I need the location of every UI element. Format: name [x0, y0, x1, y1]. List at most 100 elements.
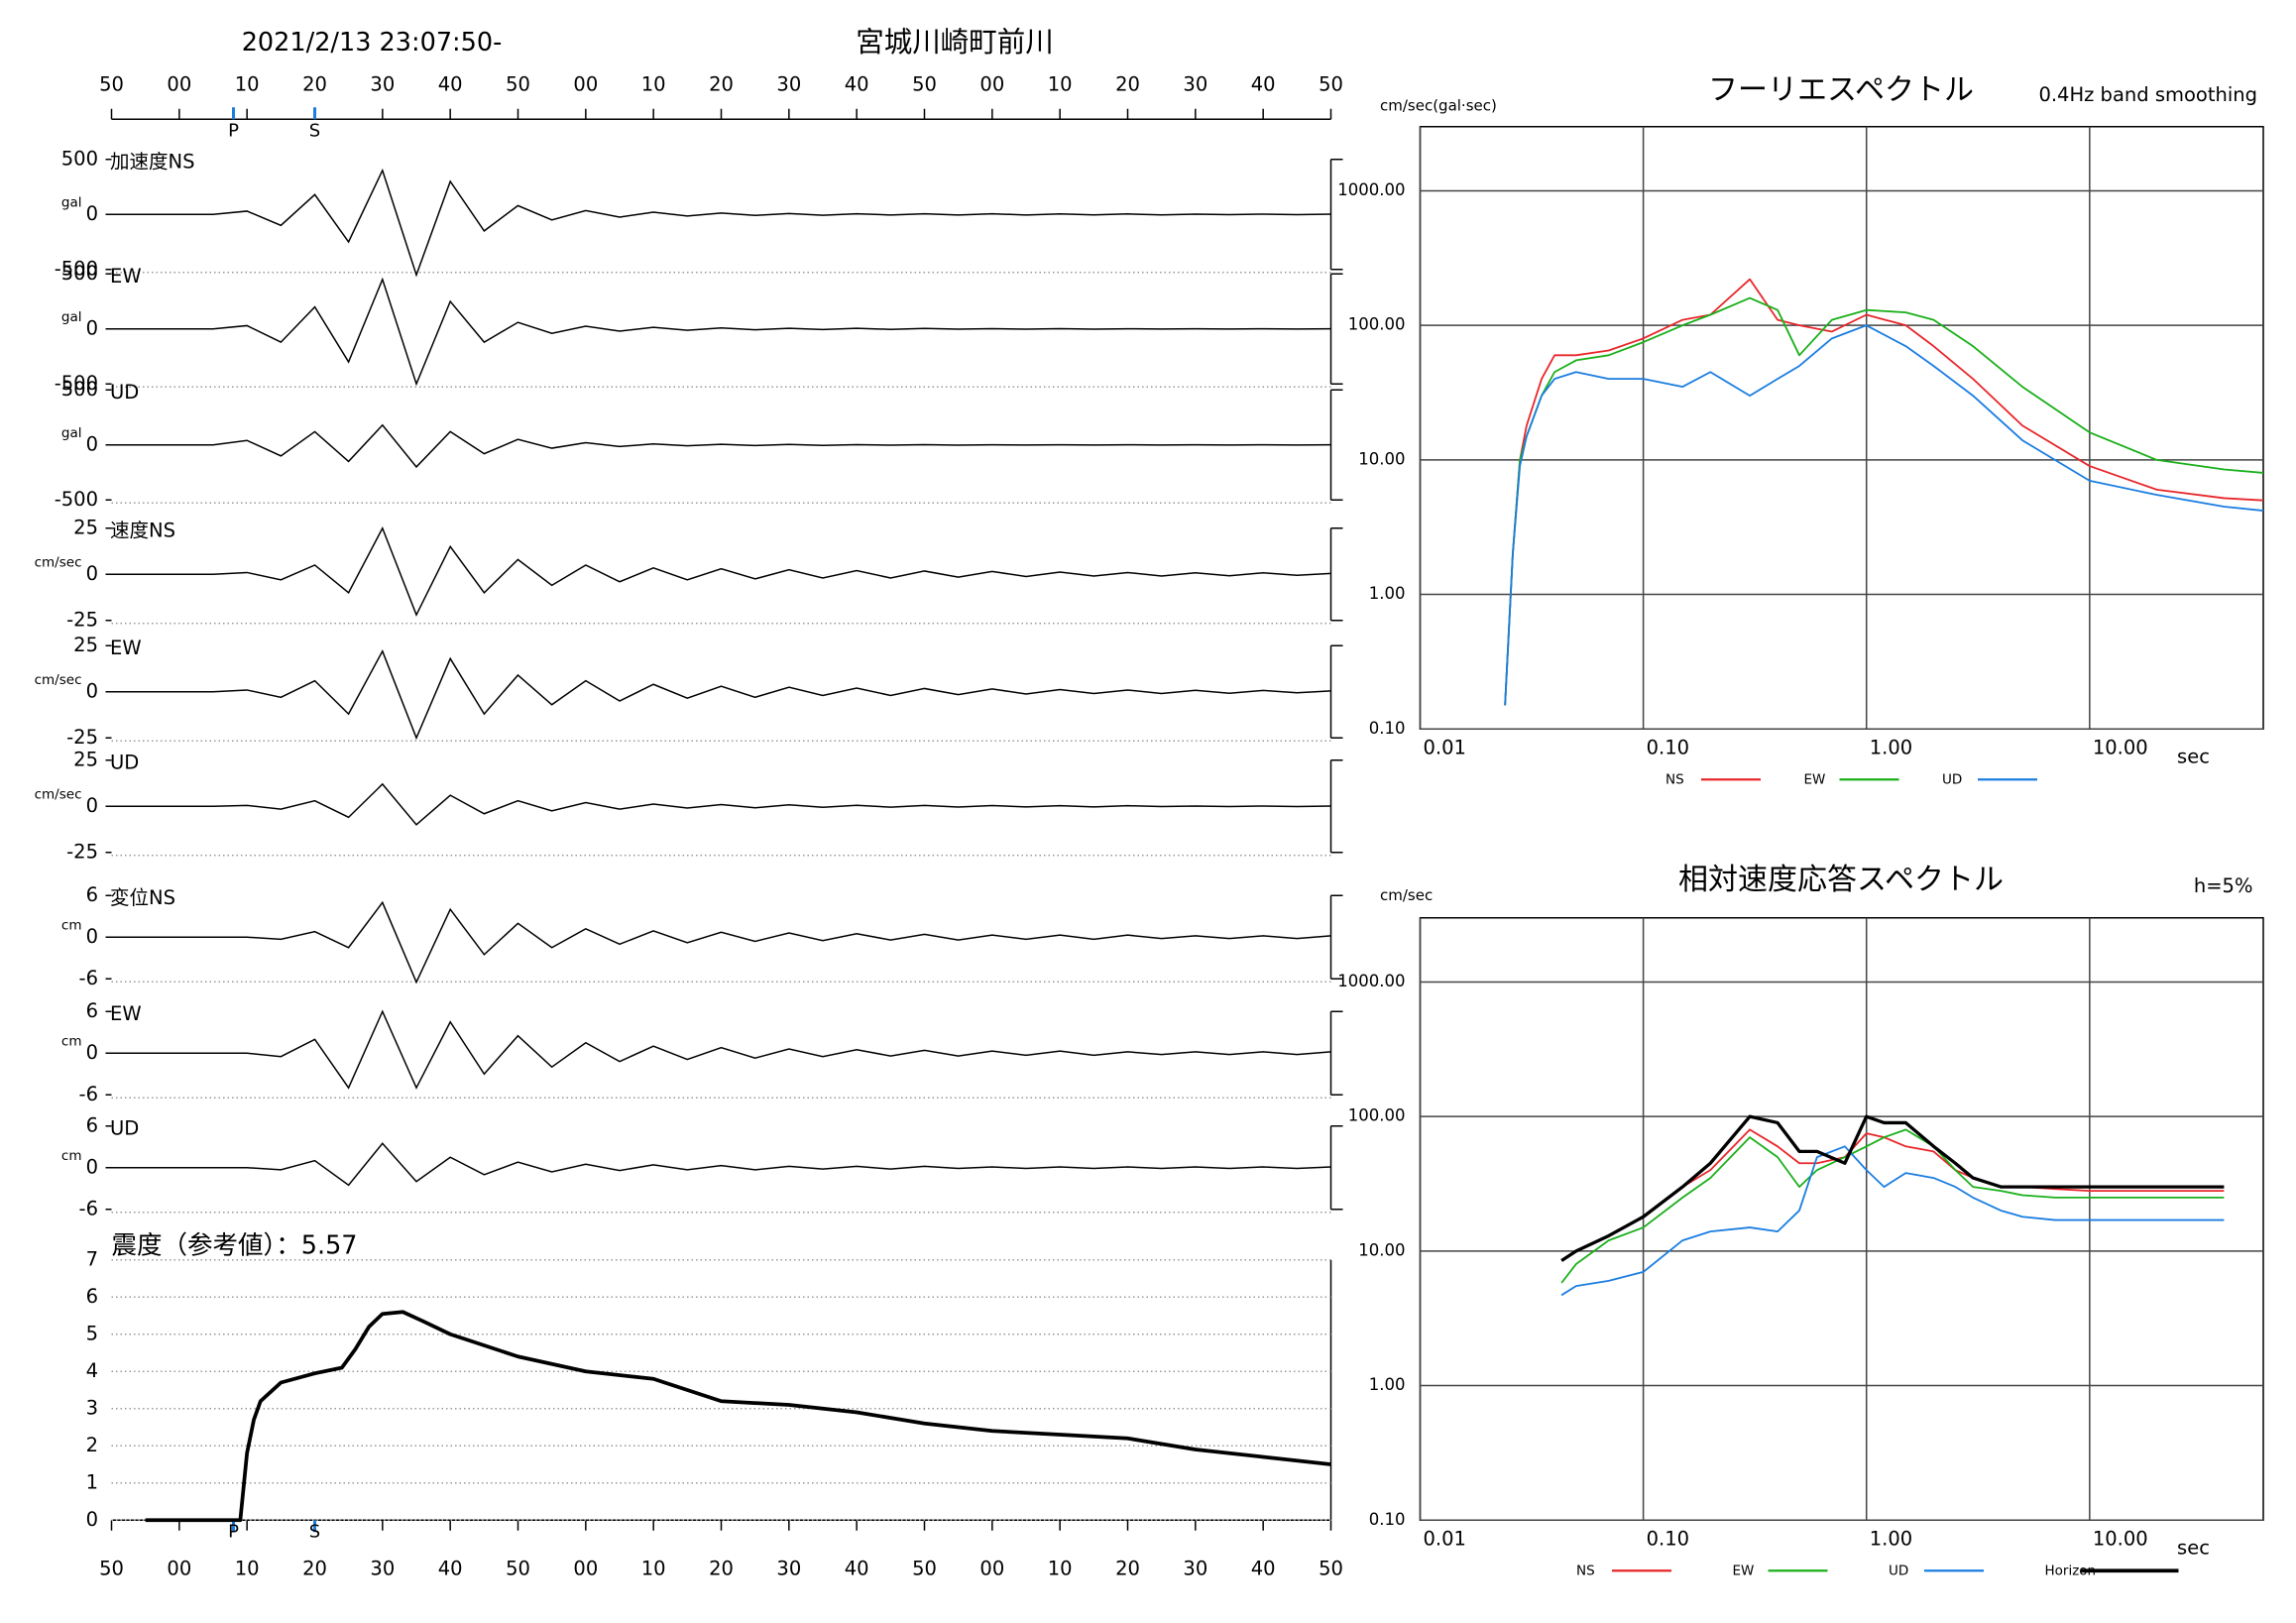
x-tick-label: 10.00 — [2093, 1527, 2148, 1550]
waveform — [111, 649, 1331, 741]
trace-unit: cm/sec — [35, 554, 82, 570]
x-tick-label: 10 — [1048, 1557, 1073, 1579]
trace-name: 速度NS — [110, 519, 175, 541]
y-tick-label: 3 — [86, 1396, 98, 1419]
legend-label: NS — [1576, 1563, 1595, 1578]
waveform — [111, 423, 1331, 469]
trace-name: EW — [110, 1002, 142, 1025]
x-tick-label: 30 — [1183, 1557, 1207, 1579]
x-tick-label: 1.00 — [1870, 736, 1912, 758]
y-tick-label: -25 — [66, 726, 98, 749]
x-tick-label: 20 — [1115, 1557, 1140, 1579]
y-tick-label: 6 — [86, 1285, 98, 1308]
x-tick-label: 50 — [912, 1557, 937, 1579]
y-tick-label: 25 — [73, 748, 98, 770]
x-tick-label: 00 — [573, 1557, 598, 1579]
trace-name: 変位NS — [110, 886, 175, 909]
x-tick-label: 20 — [709, 72, 734, 95]
y-tick-label: -6 — [79, 967, 98, 989]
x-tick-label: 20 — [302, 72, 327, 95]
x-tick-label: 00 — [573, 72, 598, 95]
legend-label: UD — [1942, 771, 1962, 787]
y-tick-label: 6 — [86, 883, 98, 906]
trace-unit: gal — [61, 194, 82, 210]
y-tick-label: 0.10 — [1369, 1510, 1406, 1529]
series-line — [1560, 1114, 2225, 1262]
response-subtitle: h=5% — [2194, 874, 2253, 897]
legend-label: EW — [1733, 1563, 1755, 1578]
trace-unit: cm/sec — [35, 672, 82, 688]
series-line — [1560, 1145, 2225, 1297]
x-tick-label: 10 — [235, 1557, 260, 1579]
x-tick-label: 0.10 — [1647, 1527, 1689, 1550]
series-line — [1504, 324, 2264, 706]
phase-label: S — [309, 120, 320, 141]
record-time: 2021/2/13 23:07:50- — [242, 28, 503, 58]
x-tick-label: 30 — [776, 72, 801, 95]
trace-name: UD — [110, 751, 139, 773]
fourier-subtitle: 0.4Hz band smoothing — [2038, 83, 2257, 106]
y-tick-label: -6 — [79, 1197, 98, 1219]
y-tick-label: 4 — [86, 1359, 98, 1382]
y-tick-label: 1 — [86, 1470, 98, 1493]
waveform — [111, 525, 1331, 618]
response-title: 相対速度応答スペクトル — [1678, 863, 2004, 897]
series-line — [145, 1310, 1331, 1523]
trace-unit: cm — [61, 917, 82, 933]
y-tick-label: 1.00 — [1369, 584, 1406, 603]
y-tick-label: 1000.00 — [1337, 972, 1405, 990]
x-tick-label: 10 — [641, 72, 666, 95]
x-tick-label: 40 — [845, 1557, 869, 1579]
trace-unit: cm — [61, 1033, 82, 1049]
x-tick-label: 20 — [1115, 72, 1140, 95]
waveform — [111, 168, 1331, 278]
legend-label: UD — [1889, 1563, 1908, 1578]
x-tick-label: 50 — [506, 72, 530, 95]
y-tick-label: 7 — [86, 1247, 98, 1270]
x-tick-label: 40 — [438, 72, 463, 95]
series-line — [1560, 1128, 2225, 1284]
y-tick-label: 0 — [86, 316, 98, 339]
y-tick-label: 10.00 — [1358, 1240, 1405, 1259]
x-tick-label: 40 — [1251, 1557, 1276, 1579]
x-tick-label: 10.00 — [2093, 736, 2148, 758]
y-tick-label: 500 — [61, 378, 98, 401]
x-tick-label: 30 — [776, 1557, 801, 1579]
trace-name: EW — [110, 637, 142, 659]
trace-name: UD — [110, 1116, 139, 1139]
y-tick-label: 5 — [86, 1322, 98, 1344]
x-tick-label: 30 — [370, 1557, 395, 1579]
trace-unit: cm — [61, 1148, 82, 1164]
y-tick-label: 0 — [86, 1041, 98, 1064]
x-tick-label: 40 — [1251, 72, 1276, 95]
x-tick-label: 10 — [235, 72, 260, 95]
response-y-label: cm/sec — [1380, 886, 1433, 904]
trace-unit: cm/sec — [35, 786, 82, 802]
trace-name: UD — [110, 381, 139, 404]
y-tick-label: 0 — [86, 432, 98, 455]
y-tick-label: -25 — [66, 840, 98, 863]
x-tick-label: 30 — [1183, 72, 1207, 95]
y-tick-label: -500 — [55, 257, 98, 280]
y-tick-label: 0 — [86, 794, 98, 817]
y-tick-label: 0 — [86, 1508, 98, 1531]
x-tick-label: 0.01 — [1424, 736, 1466, 758]
fourier-x-label: sec — [2177, 745, 2210, 767]
x-tick-label: 50 — [506, 1557, 530, 1579]
x-tick-label: 30 — [370, 72, 395, 95]
station-name: 宮城川崎町前川 — [856, 26, 1054, 58]
waveform — [111, 277, 1331, 387]
y-tick-label: 0 — [86, 562, 98, 585]
y-tick-label: 25 — [73, 634, 98, 656]
response-x-label: sec — [2177, 1536, 2210, 1559]
y-tick-label: 6 — [86, 999, 98, 1022]
waveform — [111, 782, 1331, 826]
y-tick-label: 500 — [61, 262, 98, 285]
y-tick-label: 100.00 — [1348, 1106, 1406, 1125]
x-tick-label: 10 — [1048, 72, 1073, 95]
fourier-title: フーリエスペクトル — [1708, 72, 1974, 107]
y-tick-label: 0 — [86, 202, 98, 225]
waveform — [111, 1142, 1331, 1187]
